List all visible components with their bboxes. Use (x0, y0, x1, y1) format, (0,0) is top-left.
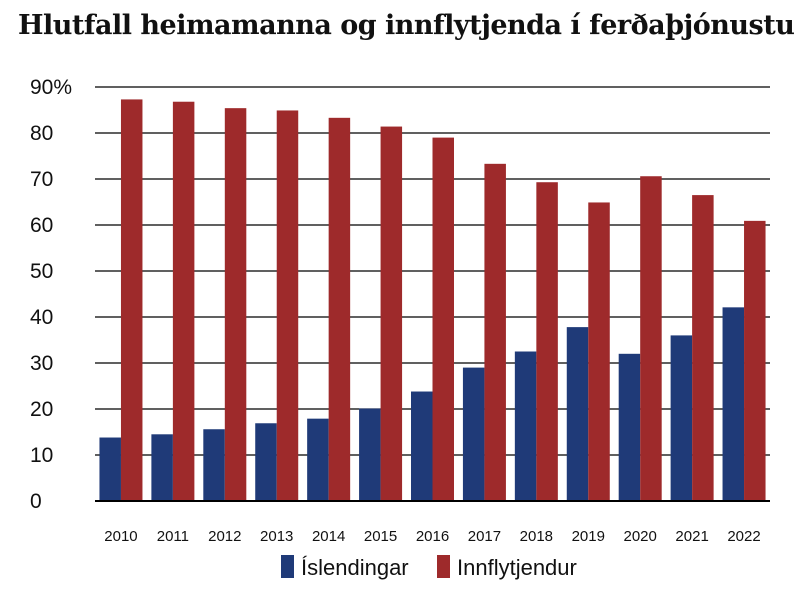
bar-islendingar-2012 (203, 429, 225, 501)
bar-islendingar-2020 (618, 353, 641, 501)
bar-islendingar-2015 (359, 408, 381, 501)
bar-islendingar-2017 (462, 367, 485, 501)
legend-swatch (437, 555, 450, 578)
bar-innflytjendur-2018 (536, 182, 558, 501)
y-tick-label: 70 (30, 168, 53, 191)
y-tick-label: 20 (30, 398, 53, 421)
y-tick-label: 80 (30, 122, 53, 145)
x-tick-label: 2015 (364, 528, 397, 545)
bar-innflytjendur-2010 (120, 99, 143, 502)
bar-innflytjendur-2014 (328, 117, 351, 501)
bar-islendingar-2014 (307, 418, 329, 501)
bar-islendingar-2010 (99, 437, 121, 501)
y-tick-label: 60 (30, 214, 53, 237)
y-tick-label: 30 (30, 352, 53, 375)
x-tick-label: 2012 (208, 528, 241, 545)
bars (95, 99, 770, 502)
bar-innflytjendur-2017 (484, 163, 506, 501)
bar-innflytjendur-2019 (588, 202, 610, 501)
bar-islendingar-2022 (722, 307, 745, 501)
x-tick-label: 2019 (572, 528, 605, 545)
y-tick-label: 10 (30, 444, 53, 467)
bar-islendingar-2019 (566, 327, 589, 501)
x-tick-label: 2017 (468, 528, 501, 545)
bar-innflytjendur-2020 (640, 176, 662, 502)
x-tick-label: 2010 (104, 528, 137, 545)
y-axis-ticks: 0 10 20 30 40 50 60 70 80 90% (30, 76, 72, 513)
bar-innflytjendur-2022 (744, 220, 766, 502)
bar-islendingar-2016 (411, 391, 433, 501)
x-tick-label: 2018 (520, 528, 553, 545)
bar-islendingar-2018 (514, 351, 537, 501)
bar-innflytjendur-2015 (380, 126, 403, 501)
x-tick-label: 2020 (624, 528, 657, 545)
bar-innflytjendur-2012 (224, 108, 247, 501)
bar-islendingar-2011 (151, 434, 173, 501)
legend-label: Innflytjendur (457, 555, 577, 580)
y-tick-label: 0 (30, 490, 42, 513)
x-tick-label: 2016 (416, 528, 449, 545)
bar-innflytjendur-2016 (432, 137, 454, 501)
y-tick-label: 50 (30, 260, 53, 283)
x-tick-label: 2021 (675, 528, 708, 545)
x-tick-label: 2014 (312, 528, 345, 545)
x-tick-label: 2013 (260, 528, 293, 545)
chart-title: Hlutfall heimamanna og innflytjenda í fe… (18, 10, 795, 41)
bar-innflytjendur-2011 (172, 101, 195, 501)
legend: Íslendingar Innflytjendur (281, 555, 577, 580)
y-tick-label: 40 (30, 306, 53, 329)
bar-islendingar-2021 (670, 335, 693, 501)
x-tick-label: 2011 (157, 528, 189, 545)
y-tick-label: 90% (30, 76, 72, 99)
x-axis-ticks: 2010 2011 2012 2013 2014 2015 2016 2017 2018 2019… (104, 528, 760, 545)
legend-swatch (281, 555, 294, 578)
x-tick-label: 2022 (727, 528, 760, 545)
bar-innflytjendur-2021 (692, 195, 714, 501)
bar-islendingar-2013 (255, 423, 277, 501)
legend-label: Íslendingar (301, 555, 409, 580)
bar-innflytjendur-2013 (276, 110, 299, 502)
